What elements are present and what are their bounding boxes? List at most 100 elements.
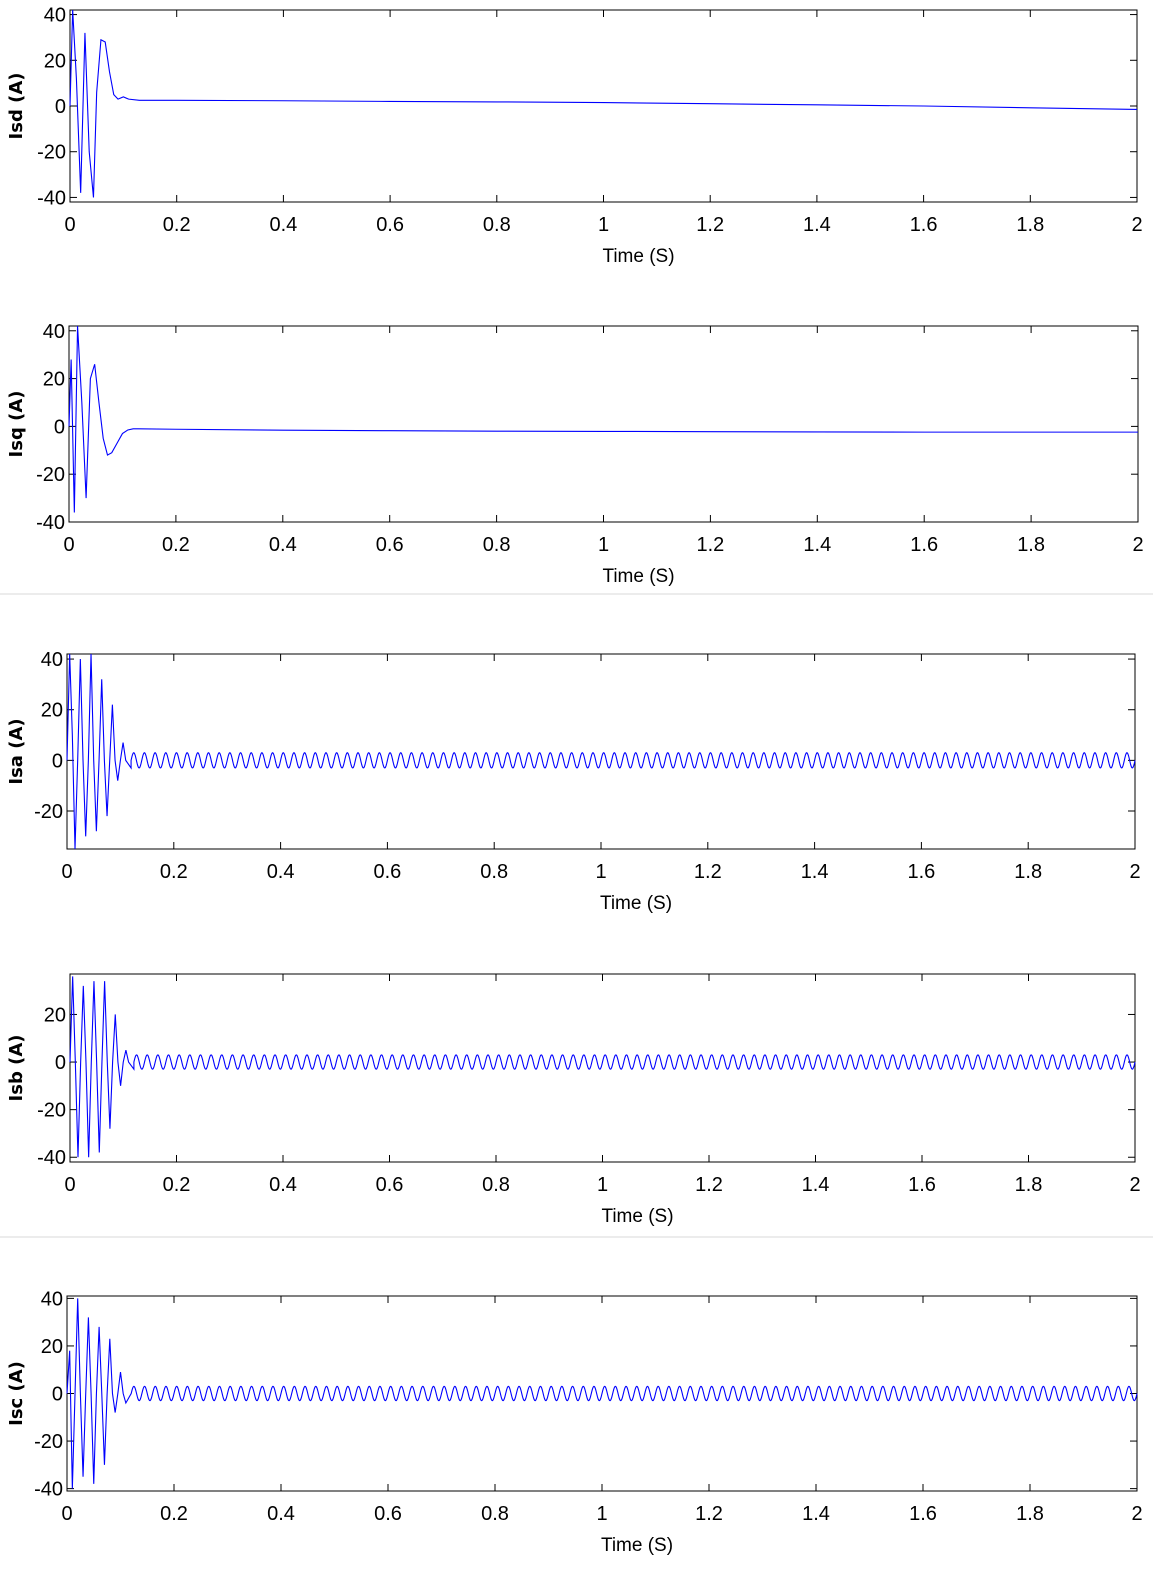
chart-panel-4: 0 0.2 0.4 0.6 0.8 1 1.2 1.4 1.6 1.8 2 -40 -20 0 20 Time… — [6, 973, 1141, 1227]
y-tick-label: 40 — [43, 321, 65, 343]
y-tick-label: -40 — [37, 187, 66, 209]
x-tick-label: 1.2 — [696, 534, 724, 556]
series-line — [66, 653, 1136, 850]
x-tick-label: 0.2 — [163, 1174, 191, 1196]
y-tick-label: 40 — [41, 1288, 63, 1310]
y-tick-label: 40 — [44, 5, 66, 27]
y-tick-label: 20 — [44, 50, 66, 72]
x-tick-label: 1.6 — [907, 861, 935, 883]
y-tick-label: -40 — [34, 1479, 63, 1501]
x-tick-label: 1 — [595, 861, 606, 883]
series-line — [66, 1298, 1138, 1489]
x-axis-label: Time (S) — [601, 1206, 673, 1227]
x-tick-label: 1.8 — [1016, 1503, 1044, 1525]
x-tick-label: 1.4 — [803, 534, 831, 556]
x-tick-label: 1.4 — [803, 214, 831, 236]
y-tick-label: 0 — [52, 1384, 63, 1406]
x-tick-label: 0.6 — [373, 861, 401, 883]
x-tick-label: 0.8 — [480, 861, 508, 883]
x-tick-label: 0 — [63, 534, 74, 556]
x-tick-label: 0.6 — [376, 534, 404, 556]
x-tick-label: 2 — [1131, 214, 1142, 236]
x-tick-label: 1.8 — [1015, 1174, 1043, 1196]
axes-box — [69, 9, 1138, 203]
series-line — [68, 325, 1138, 513]
x-tick-label: 0.8 — [481, 1503, 509, 1525]
x-tick-label: 2 — [1129, 1174, 1140, 1196]
y-tick-label: -40 — [36, 512, 65, 534]
y-axis-label: Isb (A) — [6, 1035, 27, 1102]
x-tick-label: 1.6 — [909, 1503, 937, 1525]
x-tick-label: 1.2 — [696, 214, 724, 236]
y-tick-label: 0 — [55, 1052, 66, 1074]
y-tick-label: -20 — [36, 464, 65, 486]
x-axis-label: Time (S) — [600, 893, 672, 914]
x-tick-label: 0 — [61, 1503, 72, 1525]
x-tick-label: 1.2 — [695, 1503, 723, 1525]
x-tick-label: 0.2 — [162, 534, 190, 556]
x-tick-label: 0.8 — [482, 1174, 510, 1196]
x-tick-label: 0.6 — [376, 1174, 404, 1196]
x-tick-label: 1.8 — [1016, 214, 1044, 236]
x-tick-label: 1.6 — [910, 214, 938, 236]
y-axis-label: Isa (A) — [6, 718, 27, 784]
chart-panel-3: 0 0.2 0.4 0.6 0.8 1 1.2 1.4 1.6 1.8 2 -20 0 20 40 Time … — [6, 649, 1141, 914]
y-axis-label: Isq (A) — [6, 391, 27, 458]
x-tick-label: 1.2 — [695, 1174, 723, 1196]
x-tick-label: 1.8 — [1017, 534, 1045, 556]
x-tick-label: 0.4 — [269, 214, 297, 236]
y-tick-label: -40 — [37, 1147, 66, 1169]
series-line — [69, 976, 1136, 1158]
axes-box — [69, 973, 1136, 1163]
x-tick-label: 1.4 — [802, 1503, 830, 1525]
y-tick-label: 40 — [41, 649, 63, 671]
y-axis-label: Isc (A) — [6, 1361, 27, 1426]
x-tick-label: 1.2 — [694, 861, 722, 883]
x-tick-label: 0.4 — [269, 534, 297, 556]
series-line — [69, 9, 1138, 198]
x-tick-label: 0.8 — [483, 214, 511, 236]
y-tick-label: 20 — [41, 700, 63, 722]
x-tick-label: 0 — [64, 214, 75, 236]
x-tick-label: 0 — [61, 861, 72, 883]
y-tick-label: -20 — [34, 1431, 63, 1453]
chart-panel-1: 0 0.2 0.4 0.6 0.8 1 1.2 1.4 1.6 1.8 2 -40 -20 0 20 40 Ti… — [6, 5, 1143, 267]
y-tick-label: 0 — [52, 750, 63, 772]
x-tick-label: 1.8 — [1014, 861, 1042, 883]
y-tick-label: -20 — [37, 1100, 66, 1122]
x-tick-label: 1 — [597, 1174, 608, 1196]
y-tick-label: 0 — [54, 416, 65, 438]
y-tick-label: 20 — [44, 1004, 66, 1026]
x-axis-label: Time (S) — [602, 246, 674, 267]
y-axis-label: Isd (A) — [6, 73, 27, 140]
x-tick-label: 0.2 — [163, 214, 191, 236]
x-tick-label: 0.8 — [483, 534, 511, 556]
y-tick-label: -20 — [34, 801, 63, 823]
chart-panel-2: 0 0.2 0.4 0.6 0.8 1 1.2 1.4 1.6 1.8 2 -40 -20 0 20 40 Ti… — [6, 321, 1144, 587]
x-tick-label: 1 — [596, 1503, 607, 1525]
x-tick-label: 1.4 — [802, 1174, 830, 1196]
x-tick-label: 2 — [1132, 534, 1143, 556]
axes-box — [68, 325, 1139, 523]
x-tick-label: 0.4 — [267, 1503, 295, 1525]
axes-box — [66, 653, 1136, 850]
y-tick-label: 0 — [55, 96, 66, 118]
x-tick-label: 0.6 — [374, 1503, 402, 1525]
x-tick-label: 0.4 — [267, 861, 295, 883]
x-axis-label: Time (S) — [601, 1535, 673, 1556]
x-tick-label: 0.6 — [376, 214, 404, 236]
x-tick-label: 0.4 — [269, 1174, 297, 1196]
x-tick-label: 0.2 — [160, 1503, 188, 1525]
x-tick-label: 1 — [598, 214, 609, 236]
chart-panel-5: 0 0.2 0.4 0.6 0.8 1 1.2 1.4 1.6 1.8 2 -40 -20 0 20 40 Ti… — [6, 1288, 1143, 1556]
x-tick-label: 2 — [1131, 1503, 1142, 1525]
y-tick-label: -20 — [37, 142, 66, 164]
x-tick-label: 0.2 — [160, 861, 188, 883]
y-tick-label: 20 — [41, 1336, 63, 1358]
x-axis-label: Time (S) — [602, 566, 674, 587]
x-tick-label: 1.4 — [801, 861, 829, 883]
x-tick-label: 1.6 — [910, 534, 938, 556]
x-tick-label: 2 — [1129, 861, 1140, 883]
y-tick-label: 20 — [43, 369, 65, 391]
